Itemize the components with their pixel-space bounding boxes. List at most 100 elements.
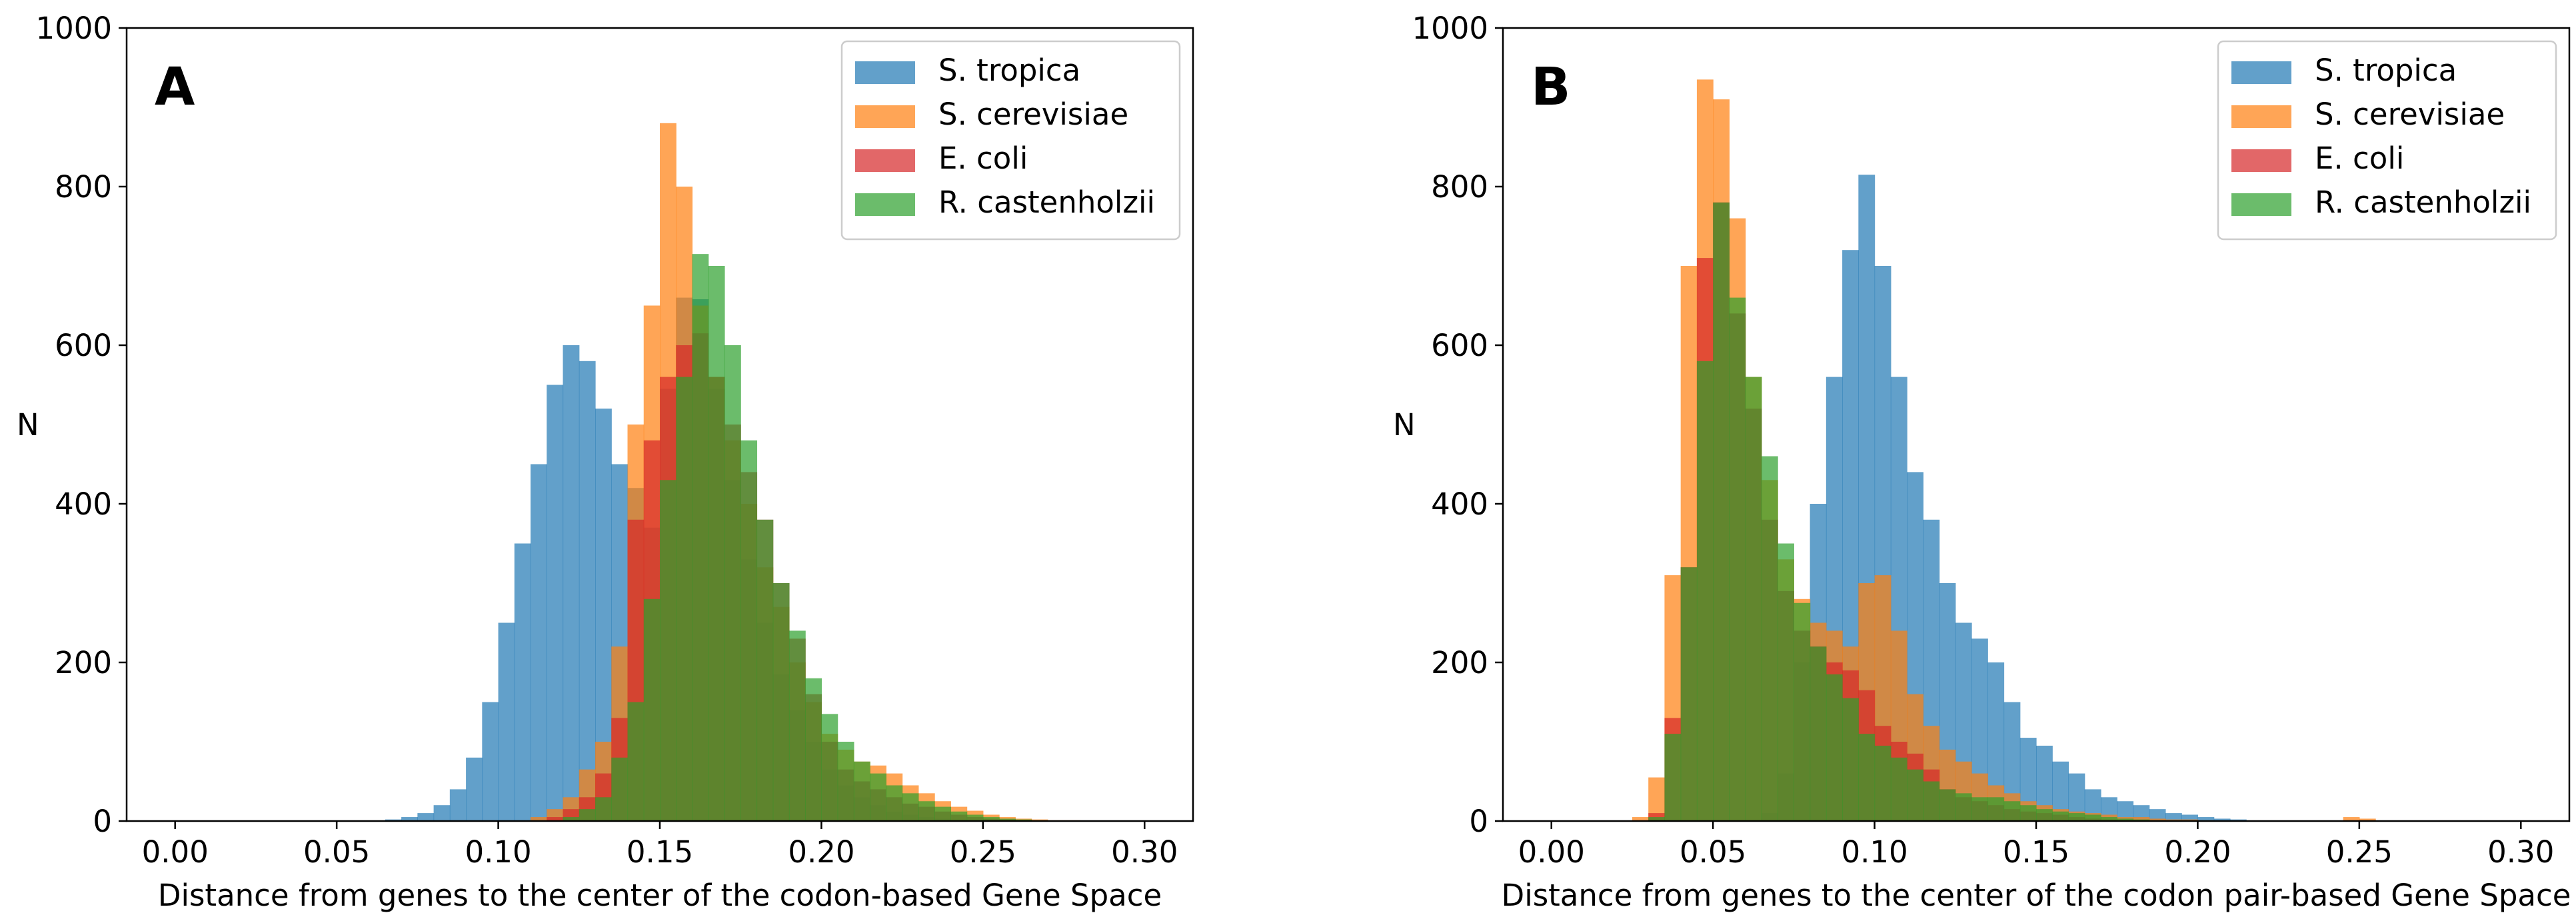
legend: S. tropica S. cerevisiae E. coli R. castenh… [840,40,1181,241]
y-tick-label: 800 [55,169,112,205]
bar-s-tropica-40 [2197,817,2215,821]
bar-s-cerevisiae-36 [2133,817,2150,821]
bar-r-castenholzii-15 [1794,602,1811,821]
bar-r-castenholzii-9 [1696,361,1714,821]
bar-r-castenholzii-41 [837,742,854,821]
bar-r-castenholzii-31 [2052,811,2069,821]
bar-e-coli-23 [547,817,564,821]
bar-s-tropica-23 [547,385,564,821]
bar-s-cerevisiae-37 [2149,818,2166,821]
legend-swatch [855,149,915,172]
legend-label: R. castenholzii [2315,185,2531,220]
bar-r-castenholzii-13 [1761,456,1778,821]
bar-r-castenholzii-18 [1842,698,1859,821]
bar-r-castenholzii-25 [1955,793,1972,821]
bar-s-tropica-18 [466,757,483,821]
y-tick-label: 600 [1431,328,1488,363]
y-tick-label: 400 [1431,486,1488,522]
y-tick-label: 800 [1431,169,1488,205]
x-tick-label: 0.25 [2326,834,2393,870]
bar-r-castenholzii-35 [740,440,758,821]
bar-r-castenholzii-26 [1971,797,1988,821]
bar-s-tropica-22 [531,464,547,821]
bar-r-castenholzii-14 [1778,543,1794,821]
bar-r-castenholzii-30 [2036,809,2053,821]
legend-swatch [2231,149,2291,172]
bar-r-castenholzii-35 [2117,818,2134,821]
y-tick-label: 400 [55,486,112,522]
legend-swatch [2231,105,2291,128]
legend-label: S. cerevisiae [938,97,1128,132]
legend-label: R. castenholzii [938,185,1155,220]
bar-r-castenholzii-21 [1890,757,1908,821]
y-tick-label: 200 [1431,645,1488,680]
bar-s-tropica-14 [401,817,418,821]
bar-r-castenholzii-7 [1664,734,1682,821]
bar-r-castenholzii-51 [999,818,1016,821]
x-tick-label: 0.00 [1518,834,1585,870]
panel-label: B [1531,57,1570,117]
x-tick-label: 0.15 [627,834,693,870]
y-tick-label: 0 [1469,804,1488,839]
bar-s-cerevisiae-5 [1632,817,1649,821]
bars-group [1632,79,2376,821]
bar-r-castenholzii-48 [950,811,968,821]
bar-s-tropica-16 [433,805,451,821]
bar-r-castenholzii-34 [724,345,741,821]
legend-swatch [855,61,915,84]
bar-r-castenholzii-50 [982,817,1000,821]
bar-r-castenholzii-28 [2003,801,2021,821]
bar-r-castenholzii-39 [805,678,822,821]
bar-s-tropica-19 [482,702,499,821]
legend-label: S. tropica [938,53,1080,88]
bar-r-castenholzii-30 [660,480,676,821]
bar-r-castenholzii-32 [2068,813,2085,821]
panel-a: 0 200 400 600 800 1000 0.00 0.05 0.10 0.15 0.20 0.2… [17,11,1194,913]
bar-s-tropica-41 [2213,818,2231,821]
bar-s-tropica-20 [498,622,515,821]
bar-r-castenholzii-27 [1987,797,2005,821]
bar-r-castenholzii-20 [1874,745,1892,821]
bar-r-castenholzii-28 [627,702,644,821]
x-tick-label: 0.30 [2487,834,2554,870]
bar-r-castenholzii-11 [1729,297,1746,821]
bar-r-castenholzii-26 [595,797,612,821]
bar-s-tropica-17 [449,789,467,821]
legend: S. tropica S. cerevisiae E. coli R. castenh… [2217,40,2557,241]
bar-r-castenholzii-12 [1745,377,1762,821]
x-tick-label: 0.20 [788,834,854,870]
legend-label: E. coli [2315,141,2404,176]
y-tick-label: 600 [55,328,112,363]
bar-r-castenholzii-32 [692,254,709,821]
x-tick-label: 0.20 [2164,834,2231,870]
legend-label: S. cerevisiae [2315,97,2505,132]
bar-r-castenholzii-24 [1939,789,1956,821]
x-tick-label: 0.00 [142,834,209,870]
legend-box [2217,40,2557,241]
panel-b: 0 200 400 600 800 1000 0.00 0.05 0.10 0.15 0.20 0.2… [1393,11,2571,913]
bar-r-castenholzii-22 [1907,769,1924,821]
y-tick-label: 0 [93,804,112,839]
legend-label: S. tropica [2315,53,2457,88]
legend-swatch [2231,61,2291,84]
bars-group [385,123,1080,821]
bar-r-castenholzii-38 [788,630,806,821]
bar-r-castenholzii-37 [772,583,790,821]
bar-r-castenholzii-29 [2019,805,2037,821]
bar-r-castenholzii-23 [1923,781,1940,821]
y-tick-label: 200 [55,645,112,680]
x-tick-label: 0.10 [465,834,531,870]
bar-s-tropica-24 [563,345,580,821]
bar-r-castenholzii-43 [870,773,886,821]
bar-r-castenholzii-47 [934,806,951,821]
bar-r-castenholzii-33 [2084,814,2101,821]
bar-r-castenholzii-24 [563,817,580,821]
bar-r-castenholzii-44 [886,785,903,821]
x-tick-label: 0.30 [1111,834,1178,870]
x-axis-label: Distance from genes to the center of the… [158,878,1162,913]
bar-r-castenholzii-33 [708,266,725,821]
y-axis-label: N [17,407,39,443]
legend-swatch [855,105,915,128]
bar-r-castenholzii-8 [1680,567,1698,821]
